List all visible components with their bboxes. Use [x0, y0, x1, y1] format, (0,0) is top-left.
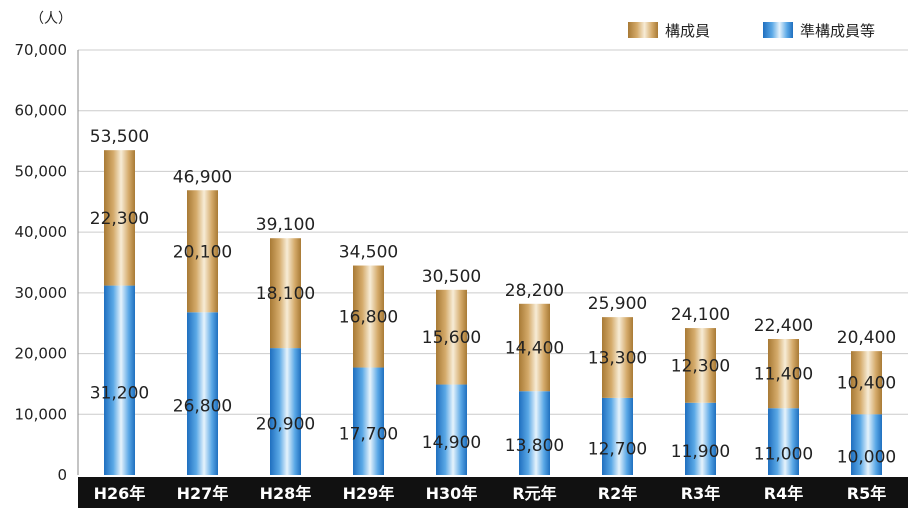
- data-label-associate-members: 26,800: [173, 397, 232, 417]
- bar-segment-associate-members: [353, 367, 384, 475]
- y-tick-label: 70,000: [15, 41, 68, 59]
- bar-segment-associate-members: [187, 312, 218, 475]
- x-tick-label: R元年: [512, 484, 556, 503]
- x-tick-label: H30年: [426, 484, 478, 503]
- data-label-total: 39,100: [256, 215, 315, 235]
- bar-segment-members: [768, 339, 799, 409]
- data-label-associate-members: 10,000: [837, 448, 896, 468]
- y-tick-label: 50,000: [15, 162, 68, 180]
- legend-swatch-members: [628, 22, 658, 38]
- data-label-associate-members: 14,900: [422, 433, 481, 453]
- bar-segment-associate-members: [270, 348, 301, 475]
- bar-segment-members: [602, 317, 633, 398]
- data-label-total: 34,500: [339, 243, 398, 263]
- data-label-associate-members: 12,700: [588, 439, 647, 459]
- data-label-members: 22,300: [90, 209, 149, 229]
- y-axis: 0 10,000 20,000 30,000 40,000 50,000 60,000 70,…: [15, 41, 79, 484]
- data-label-total: 24,100: [671, 305, 730, 325]
- data-label-associate-members: 20,900: [256, 415, 315, 435]
- legend-swatch-associate-members: [763, 22, 793, 38]
- x-tick-label: R3年: [681, 484, 720, 503]
- category-band: H26年 H27年 H28年 H29年 H30年 R元年 R2年 R3年 R4年 R5年: [78, 477, 908, 508]
- y-tick-label: 40,000: [15, 223, 68, 241]
- data-label-associate-members: 31,200: [90, 383, 149, 403]
- bar-segment-associate-members: [436, 384, 467, 475]
- x-tick-label: H28年: [260, 484, 312, 503]
- y-tick-label: 0: [57, 466, 67, 484]
- data-label-associate-members: 11,000: [754, 445, 813, 465]
- data-label-members: 15,600: [422, 328, 481, 348]
- bar-segment-members: [104, 150, 135, 286]
- data-label-total: 30,500: [422, 267, 481, 287]
- data-label-total: 46,900: [173, 167, 232, 187]
- bar-segment-associate-members: [104, 285, 135, 475]
- x-tick-label: R5年: [847, 484, 886, 503]
- y-tick-label: 10,000: [15, 405, 68, 423]
- bar-segment-members: [270, 238, 301, 349]
- data-label-members: 13,300: [588, 349, 647, 369]
- legend: 構成員 準構成員等: [628, 22, 875, 40]
- bars: [104, 150, 882, 475]
- data-label-members: 10,400: [837, 374, 896, 394]
- x-tick-label: H26年: [94, 484, 146, 503]
- data-label-members: 11,400: [754, 365, 813, 385]
- x-tick-label: R2年: [598, 484, 637, 503]
- bar-segment-associate-members: [851, 414, 882, 475]
- bar-segment-members: [851, 351, 882, 415]
- data-label-total: 25,900: [588, 294, 647, 314]
- x-tick-label: H27年: [177, 484, 229, 503]
- data-label-total: 53,500: [90, 127, 149, 147]
- y-unit-label: （人）: [30, 11, 72, 27]
- data-label-associate-members: 11,900: [671, 442, 730, 462]
- data-label-members: 14,400: [505, 339, 564, 359]
- bar-segment-associate-members: [519, 391, 550, 475]
- bar-segment-members: [187, 190, 218, 313]
- data-label-members: 20,100: [173, 242, 232, 262]
- category-band-background: [78, 477, 908, 508]
- bar-segment-associate-members: [685, 402, 716, 475]
- data-label-associate-members: 13,800: [505, 436, 564, 456]
- bar-segment-members: [519, 303, 550, 392]
- y-tick-label: 60,000: [15, 102, 68, 120]
- data-label-associate-members: 17,700: [339, 424, 398, 444]
- legend-label-associate-members: 準構成員等: [800, 22, 875, 40]
- bar-segment-associate-members: [768, 408, 799, 475]
- data-label-total: 22,400: [754, 316, 813, 336]
- data-labels: 31,200 22,300 53,500 26,800 20,100 46,900 20,9…: [90, 127, 896, 467]
- data-label-total: 28,200: [505, 281, 564, 301]
- data-label-members: 18,100: [256, 284, 315, 304]
- data-label-total: 20,400: [837, 328, 896, 348]
- bar-segment-members: [436, 289, 467, 385]
- x-tick-label: H29年: [343, 484, 395, 503]
- data-label-members: 16,800: [339, 308, 398, 328]
- data-label-members: 12,300: [671, 356, 730, 376]
- bar-segment-associate-members: [602, 397, 633, 475]
- x-tick-label: R4年: [764, 484, 803, 503]
- y-tick-label: 20,000: [15, 345, 68, 363]
- y-tick-label: 30,000: [15, 284, 68, 302]
- legend-label-members: 構成員: [665, 22, 710, 40]
- bar-segment-members: [685, 328, 716, 403]
- bar-segment-members: [353, 265, 384, 368]
